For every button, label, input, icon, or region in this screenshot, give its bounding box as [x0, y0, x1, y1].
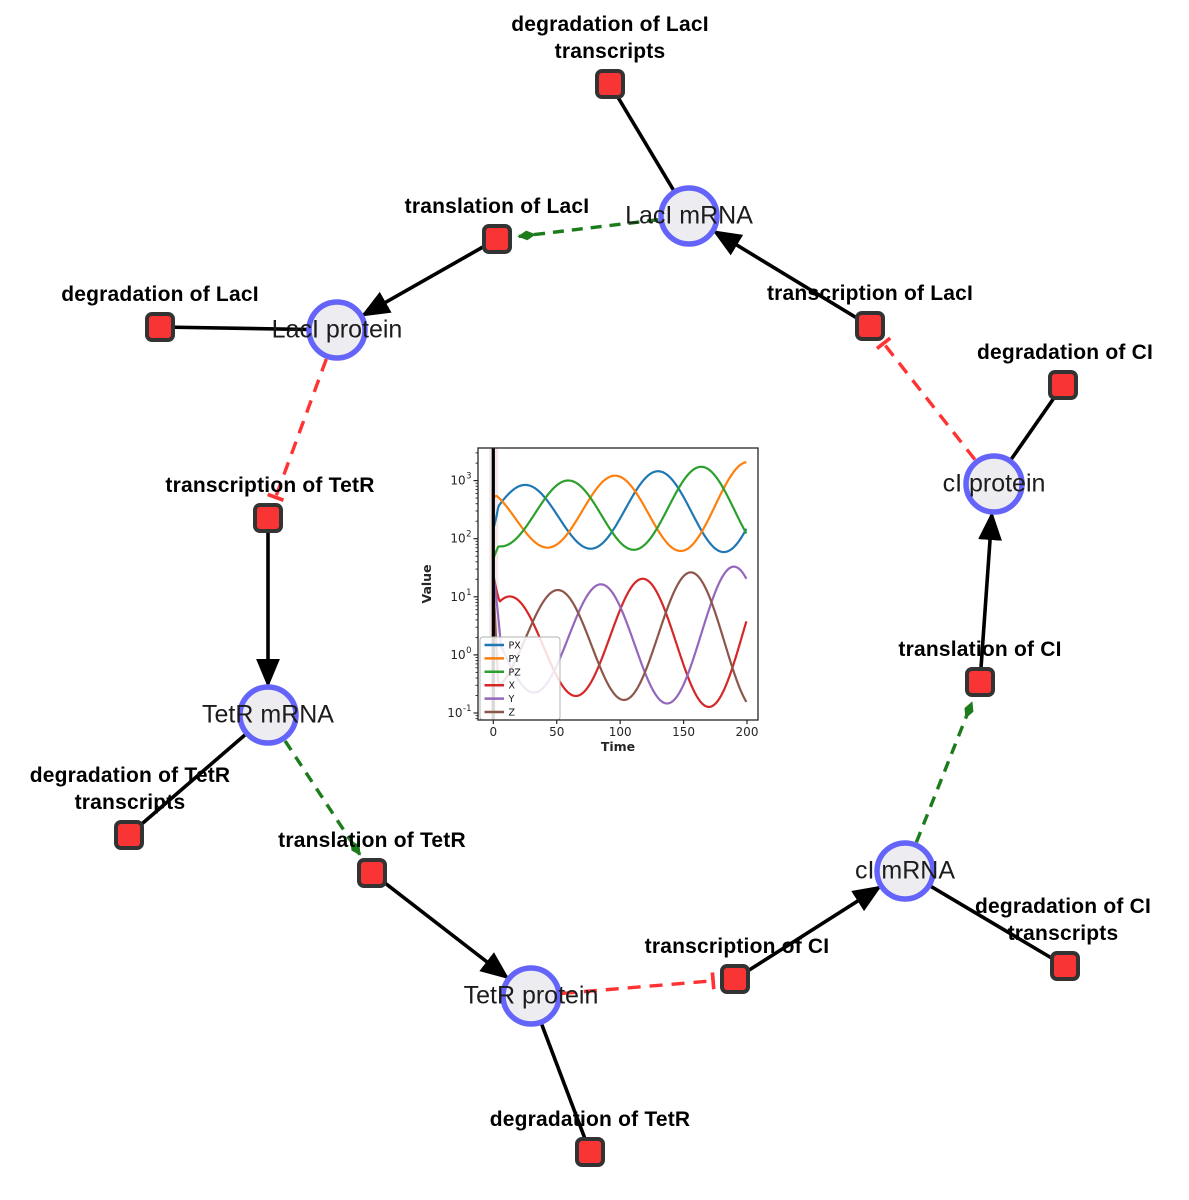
edge-tetr-protein-inhibition	[561, 972, 716, 996]
edge-ci-mrna-modifier	[914, 701, 974, 843]
edge-translation-ci-product	[978, 511, 1002, 683]
species-node-ci-protein[interactable]	[963, 453, 1025, 515]
edge-ci-protein-inhibition	[875, 336, 977, 461]
reaction-node-degradation-tetr[interactable]	[575, 1137, 605, 1167]
reaction-node-degradation-ci[interactable]	[1048, 370, 1078, 400]
reaction-node-translation-laci[interactable]	[482, 224, 512, 254]
species-node-laci-mrna[interactable]	[658, 185, 720, 247]
reaction-node-degradation-laci-transcripts[interactable]	[595, 69, 625, 99]
edge-laci-protein-inhibition	[266, 358, 328, 502]
edge-translation-tetr-product	[370, 871, 510, 980]
reaction-node-translation-ci[interactable]	[965, 667, 995, 697]
nodes-layer	[114, 69, 1080, 1167]
reaction-node-transcription-laci[interactable]	[855, 311, 885, 341]
edge-transcription-ci-product	[734, 885, 882, 981]
edge-tetr-mrna-modifier	[283, 739, 362, 856]
simulation-chart	[413, 432, 783, 762]
species-node-tetr-mrna[interactable]	[237, 684, 299, 746]
reaction-node-translation-tetr[interactable]	[357, 858, 387, 888]
edge-transcription-laci-product	[712, 230, 871, 328]
reaction-node-degradation-tetr-transcripts[interactable]	[114, 820, 144, 850]
reaction-node-degradation-laci[interactable]	[145, 312, 175, 342]
reaction-node-transcription-tetr[interactable]	[253, 503, 283, 533]
edge-translation-laci-product	[360, 237, 498, 317]
species-node-tetr-protein[interactable]	[500, 965, 562, 1027]
reaction-node-degradation-ci-transcripts[interactable]	[1050, 951, 1080, 981]
species-node-ci-mrna[interactable]	[874, 840, 936, 902]
edge-ci-mrna-degradation	[904, 869, 1066, 968]
edge-laci-mrna-modifier	[517, 218, 659, 241]
species-node-laci-protein[interactable]	[306, 299, 368, 361]
reaction-node-transcription-ci[interactable]	[720, 964, 750, 994]
